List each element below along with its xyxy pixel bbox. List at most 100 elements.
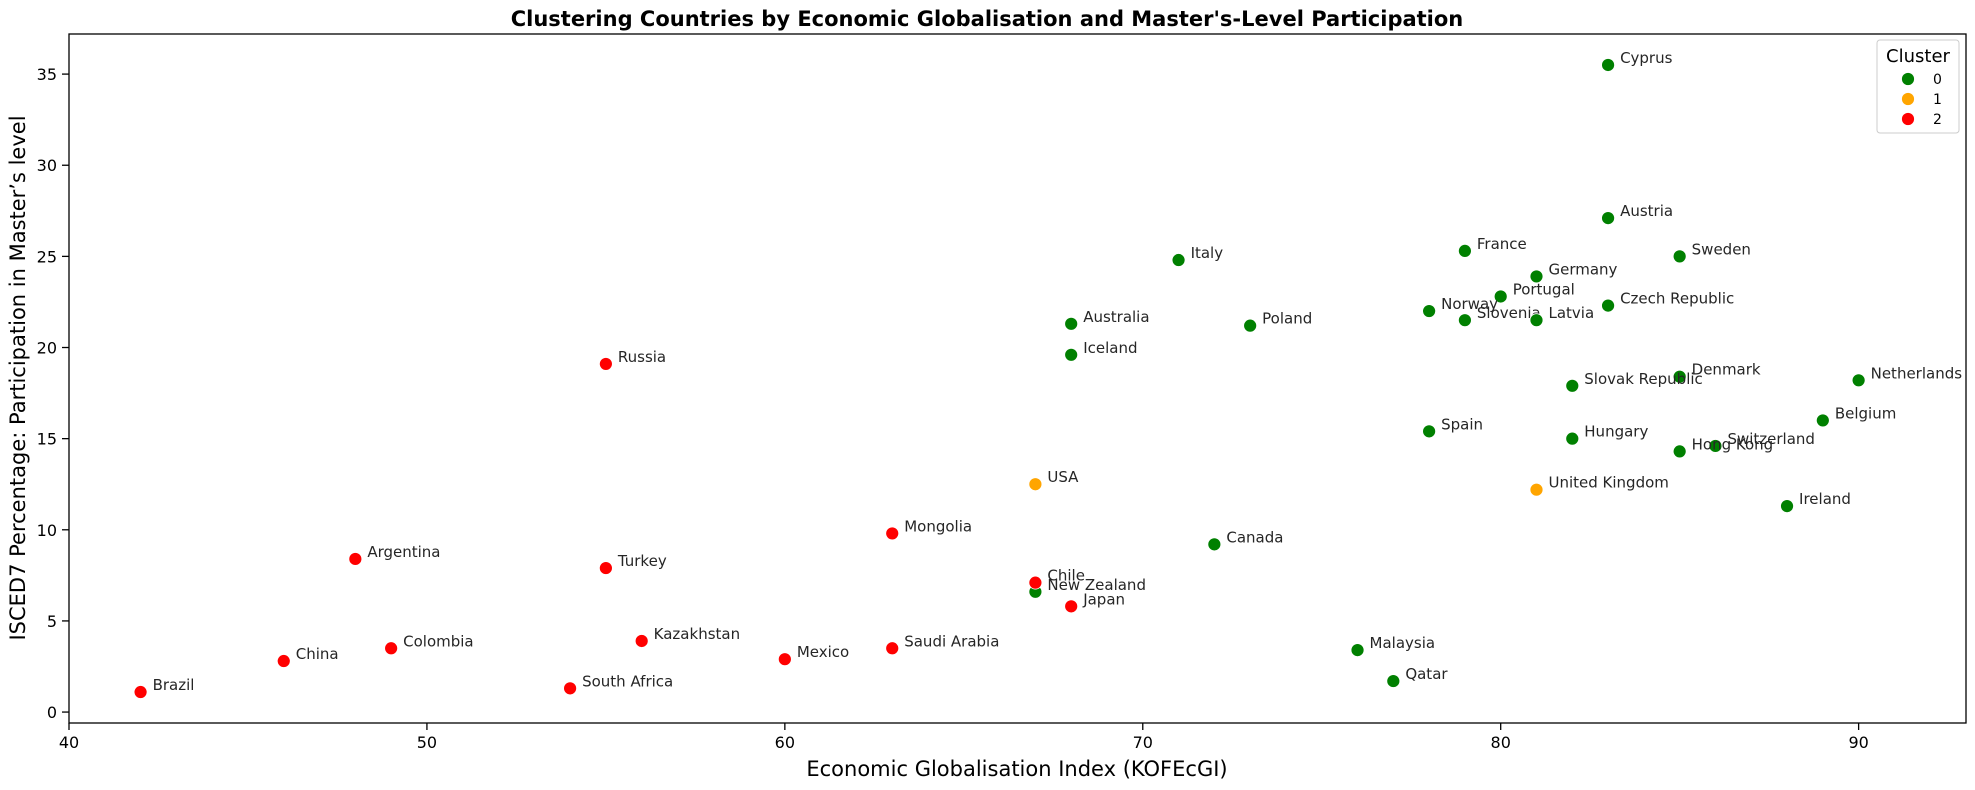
- data-point: [1028, 477, 1043, 492]
- data-point: [1672, 369, 1687, 384]
- legend-marker: [1901, 92, 1915, 106]
- data-point: [1028, 575, 1043, 590]
- data-point: [1815, 413, 1830, 428]
- data-point: [1386, 674, 1401, 688]
- point-label: Slovenia: [1477, 304, 1541, 322]
- point-label: France: [1477, 235, 1527, 253]
- point-label: Italy: [1191, 244, 1224, 262]
- data-point: [1672, 444, 1687, 459]
- point-label: USA: [1047, 468, 1079, 486]
- data-point: [1422, 304, 1437, 318]
- y-tick-label: 5: [47, 612, 57, 631]
- data-point: [133, 685, 148, 699]
- data-point: [276, 654, 291, 668]
- point-label: Portugal: [1513, 280, 1575, 298]
- point-label: Czech Republic: [1620, 290, 1734, 308]
- x-tick-label: 50: [417, 733, 437, 752]
- point-label: Belgium: [1835, 404, 1897, 422]
- legend: Cluster 0 1 2: [1876, 39, 1960, 134]
- point-label: Australia: [1083, 308, 1149, 326]
- x-tick-label: 70: [1133, 733, 1153, 752]
- data-point: [1064, 316, 1079, 331]
- data-point: [1064, 599, 1079, 614]
- point-label: Mexico: [797, 643, 849, 661]
- point-label: Argentina: [367, 543, 440, 561]
- data-point: [634, 634, 649, 648]
- data-point: [1851, 373, 1866, 388]
- point-label: Chile: [1047, 567, 1085, 585]
- y-tick-label: 35: [37, 65, 57, 84]
- point-label: Malaysia: [1370, 634, 1436, 652]
- data-point: [563, 681, 577, 696]
- point-label: Spain: [1441, 415, 1483, 433]
- point-label: Brazil: [153, 676, 195, 694]
- data-point: [384, 641, 399, 656]
- point-label: South Africa: [582, 672, 673, 690]
- y-tick-label: 10: [37, 521, 57, 540]
- legend-marker: [1901, 72, 1915, 86]
- data-point: [1708, 439, 1723, 453]
- point-label: Hungary: [1584, 423, 1648, 441]
- legend-entry-label: 1: [1933, 92, 1942, 108]
- data-point: [1672, 249, 1687, 264]
- data-point: [1529, 313, 1544, 328]
- data-point: [1493, 289, 1508, 304]
- data-point: [885, 526, 900, 541]
- legend-box: [1876, 39, 1960, 134]
- point-label: Denmark: [1692, 361, 1761, 379]
- y-tick-label: 0: [47, 703, 57, 722]
- point-label: Sweden: [1692, 240, 1751, 258]
- point-label: Colombia: [403, 632, 474, 650]
- y-tick-label: 30: [37, 156, 57, 175]
- point-label: Netherlands: [1871, 364, 1963, 382]
- point-label: Qatar: [1405, 665, 1448, 683]
- legend-entries: 0 1 2: [1901, 72, 1942, 128]
- point-label: Mongolia: [904, 517, 972, 535]
- point-label: Ireland: [1799, 490, 1851, 508]
- data-point: [1171, 253, 1186, 267]
- data-point: [1529, 269, 1544, 284]
- data-point: [598, 561, 613, 575]
- point-label: Austria: [1620, 202, 1673, 220]
- data-point: [1601, 58, 1615, 72]
- data-point: [1601, 298, 1615, 313]
- point-label: Turkey: [617, 552, 667, 570]
- plot-area: Cyprus Austria France Sweden Italy Germany Por…: [133, 49, 1963, 699]
- y-tick-label: 20: [37, 339, 57, 358]
- legend-entry-label: 2: [1933, 112, 1942, 128]
- data-point: [1601, 211, 1615, 225]
- point-label: Germany: [1548, 260, 1617, 278]
- point-label: Latvia: [1548, 304, 1594, 322]
- data-point: [1780, 499, 1794, 513]
- point-label: Russia: [618, 348, 666, 366]
- point-label: Kazakhstan: [654, 625, 740, 643]
- data-point: [1565, 378, 1580, 393]
- point-label: Norway: [1441, 295, 1498, 313]
- x-tick-label: 80: [1491, 733, 1511, 752]
- point-label: Poland: [1262, 310, 1312, 328]
- chart-title: Clustering Countries by Economic Globali…: [511, 7, 1464, 31]
- axes-frame: [68, 33, 1967, 724]
- data-point: [1422, 424, 1437, 439]
- point-label: Iceland: [1083, 339, 1137, 357]
- data-point: [777, 652, 792, 667]
- point-label: Canada: [1226, 528, 1283, 546]
- point-label: Slovak Republic: [1584, 370, 1703, 388]
- point-label: Saudi Arabia: [904, 632, 999, 650]
- y-tick-label: 15: [37, 430, 57, 449]
- data-point: [1064, 347, 1079, 362]
- data-point: [885, 641, 900, 656]
- data-point: [1350, 643, 1365, 657]
- data-point: [1207, 537, 1222, 552]
- data-point: [1565, 431, 1580, 446]
- data-point: [1243, 318, 1258, 333]
- x-tick-label: 60: [775, 733, 795, 752]
- y-axis-label: ISCED7 Percentage: Participation in Mast…: [6, 115, 30, 640]
- point-label: United Kingdom: [1548, 474, 1668, 492]
- data-point: [1458, 313, 1472, 328]
- legend-title: Cluster: [1886, 46, 1950, 67]
- y-tick-label: 25: [37, 247, 57, 266]
- legend-marker: [1901, 112, 1915, 126]
- legend-entry-label: 0: [1933, 72, 1942, 88]
